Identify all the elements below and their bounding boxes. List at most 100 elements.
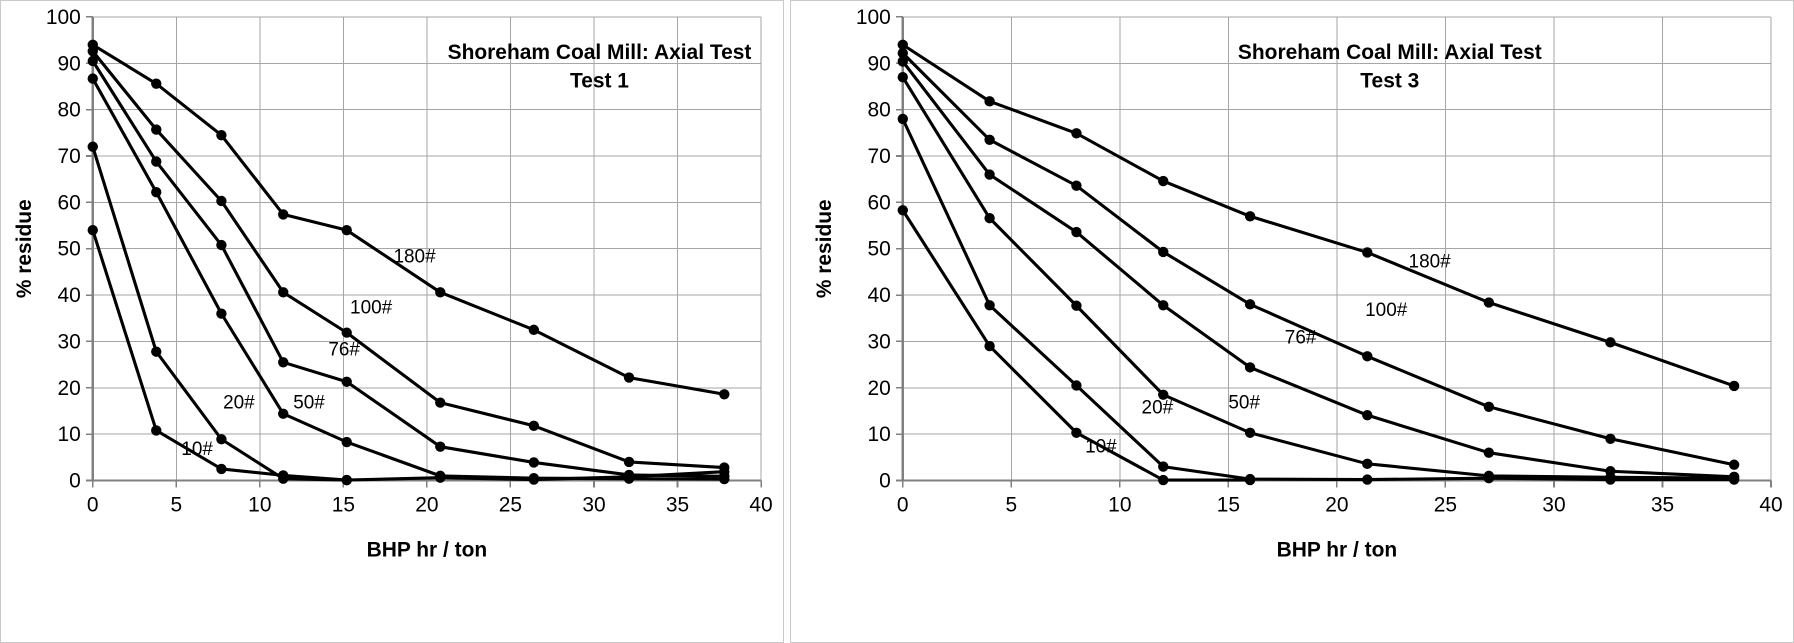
data-point <box>719 473 730 485</box>
series-label-180: 180# <box>1409 251 1452 272</box>
data-point <box>984 134 995 145</box>
data-point <box>435 287 446 298</box>
y-tick-label: 20 <box>867 377 890 400</box>
x-tick-label: 30 <box>1542 493 1565 516</box>
data-point <box>528 420 540 431</box>
data-point <box>1728 380 1740 392</box>
line-chart-test-3: 0 10 20 30 40 50 60 70 80 90 100 0 5 10 15 20 25 30 35 40 18… <box>813 6 1783 561</box>
series-label-20: 20# <box>223 393 255 414</box>
y-tick-label: 90 <box>57 52 80 75</box>
data-point <box>87 46 98 57</box>
data-point <box>216 308 227 319</box>
data-point <box>897 47 908 59</box>
y-tick-label: 30 <box>867 330 890 353</box>
x-tick-label: 0 <box>87 493 99 516</box>
data-point <box>1158 461 1169 472</box>
series-label-76: 76# <box>1285 328 1317 349</box>
data-point <box>151 186 162 198</box>
y-axis-title: % residue <box>13 199 36 298</box>
data-point <box>1483 401 1495 412</box>
series-line-50 <box>91 77 726 481</box>
y-tick-label: 20 <box>57 377 80 400</box>
y-tick-label: 60 <box>867 191 890 214</box>
x-tick-label: 40 <box>1759 493 1782 516</box>
data-point <box>151 346 162 357</box>
series-label-10: 10# <box>1085 437 1117 458</box>
data-point <box>278 470 289 481</box>
data-point <box>528 457 540 468</box>
data-point <box>435 472 446 483</box>
x-tick-label: 20 <box>415 493 438 516</box>
line-chart-test-1: 0 10 20 30 40 50 60 70 80 90 100 0 5 10 15 20 25 30 35 40 18… <box>13 6 773 561</box>
series-label-180: 180# <box>393 247 436 268</box>
data-point <box>1728 474 1740 485</box>
data-point <box>1483 297 1495 308</box>
y-tick-label: 100 <box>856 6 891 29</box>
y-tick-label: 90 <box>867 52 890 75</box>
panel-divider <box>784 0 790 643</box>
data-point <box>151 425 162 436</box>
data-point <box>1158 300 1169 311</box>
x-tick-label: 25 <box>499 493 522 516</box>
series-line-10 <box>901 208 1252 482</box>
data-point <box>897 113 908 125</box>
data-point <box>1244 362 1256 373</box>
series-line-50 <box>901 75 1736 480</box>
data-point <box>528 324 540 336</box>
data-point <box>151 78 162 89</box>
data-point <box>1605 433 1616 444</box>
y-tick-label: 100 <box>46 6 81 29</box>
x-tick-label: 35 <box>1651 493 1674 516</box>
data-point <box>1071 300 1082 311</box>
x-tick-label: 10 <box>1108 493 1131 516</box>
data-point <box>216 195 227 207</box>
series-label-100: 100# <box>1365 300 1408 321</box>
data-point <box>528 474 540 485</box>
series-label-50: 50# <box>1228 393 1260 414</box>
y-tick-label: 10 <box>57 423 80 446</box>
data-point <box>341 327 352 338</box>
series-label-100: 100# <box>350 298 393 319</box>
y-tick-label: 0 <box>69 469 81 492</box>
data-point <box>1483 473 1495 484</box>
data-point <box>623 372 635 383</box>
y-tick-label: 70 <box>57 145 80 168</box>
chart-title: Shoreham Coal Mill: Axial Test <box>448 41 752 64</box>
y-tick-label: 60 <box>57 191 80 214</box>
data-point <box>1362 351 1373 362</box>
data-point <box>984 212 995 224</box>
x-tick-label: 5 <box>1005 493 1017 516</box>
y-tick-label: 30 <box>57 330 80 353</box>
chart-panel-left: 0 10 20 30 40 50 60 70 80 90 100 0 5 10 15 20 25 30 35 40 18… <box>0 0 784 643</box>
data-point <box>1362 409 1373 421</box>
data-point <box>278 408 289 419</box>
data-point <box>984 340 995 352</box>
y-tick-label: 80 <box>57 99 80 122</box>
x-axis-title: BHP hr / ton <box>367 538 488 561</box>
y-tick-label: 50 <box>57 238 80 261</box>
data-point <box>1244 474 1256 486</box>
data-point <box>151 156 162 167</box>
series-line-20 <box>901 117 1736 482</box>
y-tick-label: 70 <box>867 145 890 168</box>
data-point <box>341 225 352 236</box>
data-point <box>623 456 635 468</box>
x-tick-label: 5 <box>170 493 182 516</box>
data-point <box>984 300 995 311</box>
data-point <box>897 56 908 67</box>
data-point <box>341 376 352 387</box>
data-point <box>1483 447 1495 458</box>
y-axis-title: % residue <box>813 199 836 298</box>
data-point <box>1244 211 1256 222</box>
data-point <box>1362 474 1373 485</box>
data-point <box>1605 474 1616 485</box>
data-point <box>897 39 908 50</box>
chart-panel-right: 0 10 20 30 40 50 60 70 80 90 100 0 5 10 15 20 25 30 35 40 18… <box>790 0 1794 643</box>
data-point <box>216 129 227 141</box>
data-point <box>1244 299 1256 310</box>
series-line-76 <box>901 59 1736 479</box>
data-point <box>87 225 98 236</box>
data-point <box>87 73 98 84</box>
data-point <box>623 471 635 482</box>
data-point <box>984 169 995 180</box>
